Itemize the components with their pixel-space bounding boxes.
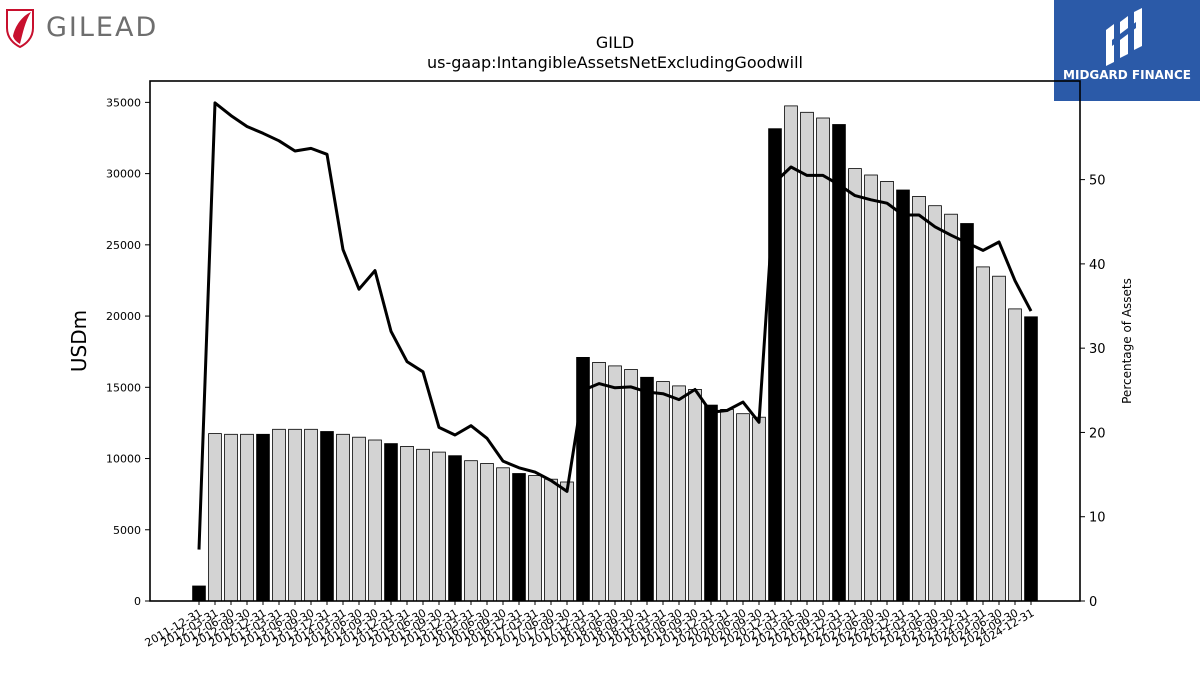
bar-quarterly xyxy=(848,168,862,602)
y2-tick-label: 20 xyxy=(1089,426,1106,441)
bar-quarterly xyxy=(736,413,750,602)
percentage-line xyxy=(197,101,1033,550)
y-tick-label: 25000 xyxy=(106,239,141,252)
y2-tick-label: 30 xyxy=(1089,342,1106,357)
bar-quarterly xyxy=(688,388,702,602)
x-ticks: 2011-12-312012-03-312012-06-302012-09-30… xyxy=(143,601,1037,650)
bar-annual xyxy=(192,585,206,602)
bar-quarterly xyxy=(272,428,286,602)
bar-quarterly xyxy=(608,365,622,602)
y2-axis-label: Percentage of Assets xyxy=(1120,278,1134,404)
bar-annual xyxy=(256,433,270,602)
bar-annual xyxy=(832,124,846,602)
bar-quarterly xyxy=(496,467,510,602)
bar-quarterly xyxy=(992,275,1006,602)
bar-quarterly xyxy=(368,439,382,602)
bar-quarterly xyxy=(544,478,558,602)
y2-tick-label: 10 xyxy=(1089,511,1106,526)
bar-quarterly xyxy=(240,433,254,602)
y-tick-label: 15000 xyxy=(106,381,141,394)
bar-annual xyxy=(1024,316,1038,602)
bar-quarterly xyxy=(432,451,446,602)
bar-quarterly xyxy=(800,111,814,602)
y2-ticks: 0 10 20 30 40 50 xyxy=(1080,174,1106,610)
y-tick-label: 30000 xyxy=(106,168,141,181)
bar-quarterly xyxy=(480,463,494,602)
y-ticks: 0 5000 10000 15000 20000 25000 30000 35000 xyxy=(106,96,150,608)
bar-quarterly xyxy=(560,481,574,602)
bar-quarterly xyxy=(528,475,542,602)
bar-quarterly xyxy=(720,408,734,602)
y2-tick-label: 50 xyxy=(1089,174,1106,189)
gilead-logo: GILEAD xyxy=(4,4,158,50)
midgard-finance-logo: MIDGARD FINANCE xyxy=(1054,0,1200,101)
bar-quarterly xyxy=(784,105,798,602)
bar-quarterly xyxy=(944,213,958,602)
bar-annual xyxy=(960,223,974,602)
bar-quarterly xyxy=(416,448,430,602)
midgard-logo-text: MIDGARD FINANCE xyxy=(1063,68,1191,82)
bar-quarterly xyxy=(288,428,302,602)
bar-quarterly xyxy=(304,428,318,602)
chart-title: GILD xyxy=(596,33,634,52)
bar-quarterly xyxy=(752,416,766,602)
y-tick-label: 5000 xyxy=(113,524,141,537)
percentage-of-assets-line xyxy=(197,101,1033,550)
y2-tick-label: 40 xyxy=(1089,258,1106,273)
bar-annual xyxy=(512,473,526,602)
bar-quarterly xyxy=(400,445,414,602)
bar-annual xyxy=(896,189,910,602)
y-tick-label: 35000 xyxy=(106,96,141,109)
bar-quarterly xyxy=(352,436,366,602)
bar-quarterly xyxy=(1008,308,1022,602)
midgard-logo-icon xyxy=(1106,8,1142,66)
y2-tick-label: 0 xyxy=(1089,595,1097,610)
bar-annual xyxy=(640,376,654,602)
bar-quarterly xyxy=(592,361,606,602)
bar-quarterly xyxy=(864,174,878,602)
y-tick-label: 0 xyxy=(134,595,141,608)
bar-quarterly xyxy=(912,195,926,602)
bar-annual xyxy=(704,404,718,602)
bar-quarterly xyxy=(336,433,350,602)
y-tick-label: 10000 xyxy=(106,453,141,466)
bar-annual xyxy=(320,431,334,602)
bar-quarterly xyxy=(928,205,942,602)
bar-quarterly xyxy=(656,381,670,602)
y-tick-label: 20000 xyxy=(106,310,141,323)
bar-annual xyxy=(448,455,462,602)
chart-subtitle: us-gaap:IntangibleAssetsNetExcludingGood… xyxy=(427,53,803,72)
bar-quarterly xyxy=(976,266,990,602)
bar-annual xyxy=(384,443,398,602)
y-axis-label: USDm xyxy=(67,310,91,372)
bar-quarterly xyxy=(816,117,830,602)
bar-quarterly xyxy=(224,433,238,602)
bar-quarterly xyxy=(624,369,638,602)
gilead-logo-icon xyxy=(6,9,34,48)
bar-quarterly xyxy=(208,433,222,602)
gilead-logo-text: GILEAD xyxy=(46,11,159,43)
bar-quarterly xyxy=(464,460,478,602)
bar-quarterly xyxy=(880,180,894,602)
bar-quarterly xyxy=(672,385,686,602)
bars xyxy=(192,105,1038,602)
